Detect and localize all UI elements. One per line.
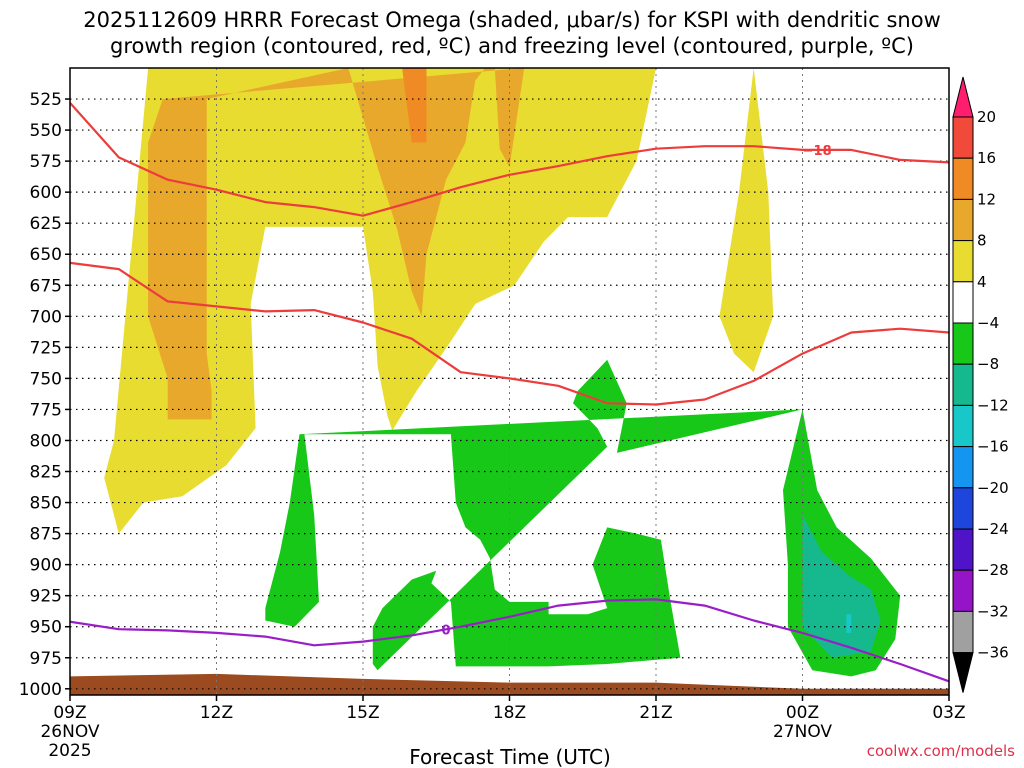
- xtick-label-4: 21Z: [639, 703, 672, 723]
- colorbar-label-13: −36: [977, 644, 1009, 662]
- ytick-label-600: 600: [30, 183, 62, 203]
- ytick-label-1000: 1000: [19, 680, 62, 700]
- xtick-label-3: 18Z: [493, 703, 526, 723]
- colorbar-swatch-7: [952, 363, 974, 406]
- colorbar-top-arrow: [952, 76, 974, 118]
- ytick-label-800: 800: [30, 431, 62, 451]
- colorbar-label-7: −12: [977, 396, 1009, 414]
- dendritic-18C-label: −18: [803, 144, 832, 159]
- colorbar-swatch-5: [952, 281, 974, 324]
- ytick-label-900: 900: [30, 556, 62, 576]
- colorbar-swatch-8: [952, 404, 974, 448]
- ytick-label-675: 675: [30, 276, 62, 296]
- colorbar-label-4: 4: [977, 273, 987, 291]
- y-axis-ticks: 525 550 575 600 625 650 675 700 725 750 775 800 825 8…: [19, 90, 70, 700]
- ytick-label-575: 575: [30, 152, 62, 172]
- xtick-label-1: 12Z: [200, 703, 233, 723]
- ground: [70, 673, 949, 695]
- colorbar-label-3: 8: [977, 232, 987, 250]
- ytick-label-975: 975: [30, 649, 62, 669]
- colorbar: 20 16 12 8 4 −4 −8 −12 −16 −20 −24 −28 −32 −36: [952, 76, 1009, 693]
- colorbar-swatch-3: [952, 198, 974, 242]
- credit-link[interactable]: coolwx.com/models: [867, 742, 1015, 760]
- omega-pos-8: [148, 68, 525, 420]
- colorbar-swatch-11: [952, 528, 974, 571]
- colorbar-label-9: −20: [977, 479, 1009, 497]
- x-date-line2-0: 2025: [48, 741, 91, 761]
- colorbar-bottom-arrow: [952, 652, 974, 693]
- omega-pos-16: [402, 68, 427, 143]
- ytick-label-875: 875: [30, 525, 62, 545]
- omega-neg-4: [265, 359, 901, 677]
- gridlines: [70, 68, 949, 695]
- colorbar-label-2: 12: [977, 190, 996, 208]
- contour-lines: −18 0: [70, 102, 949, 683]
- freezing-level-contour: [70, 598, 949, 683]
- ytick-label-750: 750: [30, 369, 62, 389]
- omega-pos-4: [104, 68, 774, 534]
- chart-title-line2: growth region (contoured, red, ºC) and f…: [110, 34, 914, 58]
- colorbar-swatch-12: [952, 569, 974, 612]
- xtick-label-5: 00Z: [786, 703, 819, 723]
- ytick-label-825: 825: [30, 463, 62, 483]
- colorbar-label-5: −4: [977, 314, 999, 332]
- colorbar-swatch-9: [952, 446, 974, 489]
- colorbar-label-8: −16: [977, 438, 1009, 456]
- omega-shading: [70, 68, 949, 695]
- colorbar-swatch-4: [952, 240, 974, 283]
- omega-neg-8: [802, 515, 881, 658]
- colorbar-label-10: −24: [977, 520, 1009, 538]
- ytick-label-650: 650: [30, 245, 62, 265]
- dendritic-18C-contour: [70, 102, 949, 217]
- x-date-line1-1: 27NOV: [773, 722, 832, 742]
- colorbar-swatch-6: [952, 322, 974, 365]
- ytick-label-700: 700: [30, 307, 62, 327]
- ytick-label-925: 925: [30, 587, 62, 607]
- xtick-label-6: 03Z: [932, 703, 965, 723]
- ytick-label-525: 525: [30, 90, 62, 110]
- chart-title-line1: 2025112609 HRRR Forecast Omega (shaded, …: [83, 8, 941, 32]
- x-date-line1-0: 26NOV: [40, 722, 99, 742]
- ytick-label-725: 725: [30, 338, 62, 358]
- dendritic-12C-contour: [70, 261, 949, 406]
- colorbar-label-0: 20: [977, 108, 996, 126]
- colorbar-swatch-10: [952, 487, 974, 530]
- ytick-label-625: 625: [30, 214, 62, 234]
- colorbar-swatch-13: [952, 610, 974, 654]
- omega-neg-12: [846, 614, 852, 633]
- x-axis-label: Forecast Time (UTC): [409, 745, 611, 768]
- colorbar-swatch-2: [952, 157, 974, 200]
- colorbar-label-11: −28: [977, 561, 1009, 579]
- ytick-label-550: 550: [30, 121, 62, 141]
- ytick-label-950: 950: [30, 618, 62, 638]
- colorbar-swatch-1: [952, 116, 974, 159]
- colorbar-label-1: 16: [977, 149, 996, 167]
- colorbar-label-6: −8: [977, 355, 999, 373]
- xtick-label-0: 09Z: [53, 703, 86, 723]
- ytick-label-850: 850: [30, 494, 62, 514]
- colorbar-label-12: −32: [977, 602, 1009, 620]
- xtick-label-2: 15Z: [346, 703, 379, 723]
- ytick-label-775: 775: [30, 400, 62, 420]
- freezing-level-label: 0: [441, 623, 450, 638]
